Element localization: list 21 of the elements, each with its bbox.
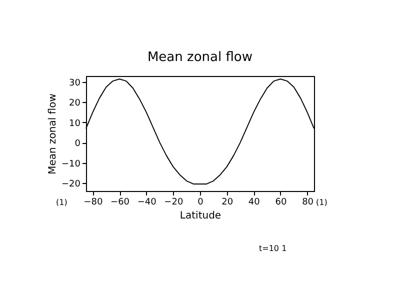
y-tick-label: −20 [62,179,81,190]
x-tick-label: −60 [110,198,130,208]
x-tick-label: −20 [164,198,184,208]
y-tick-label: 30 [69,78,81,89]
x-tick-label: −40 [137,198,157,208]
x-axis-title: Latitude [180,210,222,222]
y-tick-label: 20 [69,98,81,109]
y-tick-label: −10 [62,159,81,170]
x-tick-label: 80 [302,198,314,208]
y-tick-label: 0 [74,139,81,150]
text: (1) [316,198,328,207]
x-tick-label: 60 [275,198,287,208]
y-axis-title: Mean zonal flow [48,94,59,174]
text: (1) [56,198,68,207]
chart-title: Mean zonal flow [147,50,253,65]
text: t=10 1 [259,244,287,253]
x-tick-label: 40 [248,198,260,208]
x-tick-label: −80 [84,198,103,208]
y-tick-label: 10 [69,118,81,129]
x-tick-label: 20 [222,198,234,208]
x-tick-label: 0 [198,198,204,208]
